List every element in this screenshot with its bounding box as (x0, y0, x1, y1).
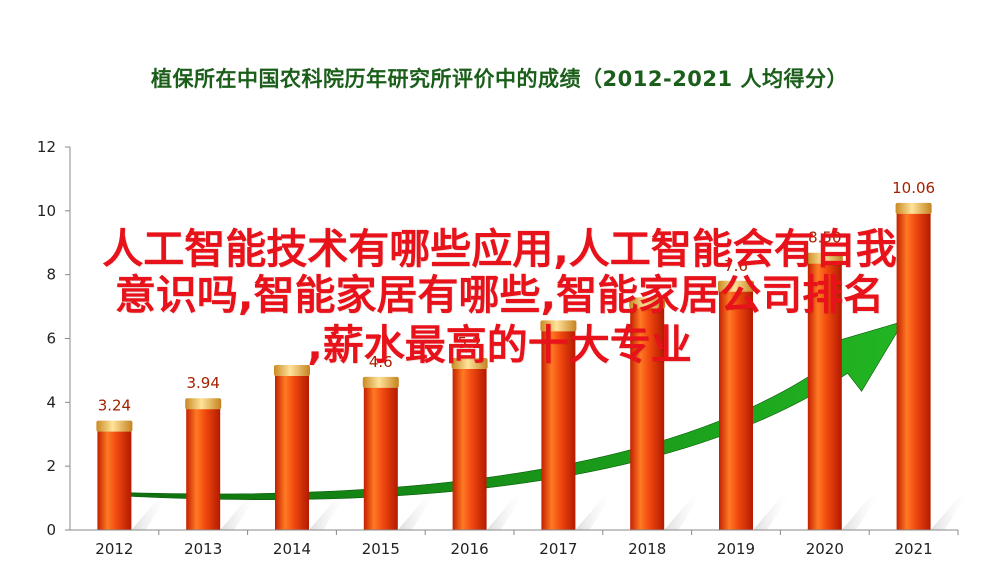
overlay-text-line-3: ,薪水最高的十大专业 (307, 321, 692, 369)
x-tick-label: 2012 (95, 540, 133, 558)
overlay-text-line-2: 意识吗,智能家居有哪些,智能家居公司排名 (114, 271, 885, 319)
bar-cap (274, 365, 310, 377)
x-tick-label: 2014 (273, 540, 311, 558)
x-tick-label: 2018 (628, 540, 666, 558)
bar-shadow (841, 490, 882, 530)
y-tick-label: 0 (46, 521, 56, 539)
bar-cap (895, 202, 932, 214)
bar-shadows (131, 490, 971, 530)
data-label: 5.2 (458, 334, 482, 352)
data-label: 4.6 (369, 353, 393, 371)
bar-2021 (896, 208, 931, 530)
bar-cap (806, 252, 843, 264)
bar-shadow (131, 490, 172, 530)
bar-2017 (541, 326, 576, 530)
bar-2015 (363, 382, 398, 530)
bar-shadow (930, 490, 971, 530)
trend-arrow (104, 320, 905, 500)
data-label: 10.06 (892, 179, 935, 197)
bar-cap (718, 280, 754, 292)
overlay-text-line-1: 人工智能技术有哪些应用,人工智能会有自我 (102, 225, 897, 273)
y-ticks: 0 2 4 6 8 10 12 (37, 138, 70, 539)
y-tick-label: 12 (37, 138, 56, 156)
bar-shadow (664, 490, 705, 530)
bar-cap (362, 376, 399, 388)
bar-2019 (719, 286, 753, 530)
bar-2012 (97, 426, 132, 530)
x-tick-label: 2017 (539, 540, 577, 558)
y-tick-label: 10 (37, 202, 56, 220)
x-tick-label: 2016 (451, 540, 489, 558)
data-label: 3.24 (98, 397, 131, 415)
x-tick-label: 2019 (717, 540, 755, 558)
x-ticks: 2012 2013 2014 2015 2016 2017 2018 2019 2020 2021 (95, 530, 959, 558)
data-label: 3.94 (186, 374, 219, 392)
y-tick-label: 4 (46, 393, 56, 411)
y-tick-label: 8 (46, 266, 56, 284)
bar-2013 (186, 404, 221, 530)
chart-title: 植保所在中国农科院历年研究所评价中的成绩（2012-2021 人均得分） (151, 67, 848, 91)
data-labels: 3.24 3.94 4.6 5.2 7.6 8.50 10.06 (98, 179, 935, 415)
y-tick-label: 6 (46, 330, 56, 348)
bar-cap (540, 320, 577, 332)
bar-shadow (486, 490, 527, 530)
bar-shadow (220, 490, 261, 530)
bar-cap (629, 297, 666, 309)
data-label: 8.50 (808, 229, 841, 247)
trend-arrow-shape (104, 320, 905, 500)
x-tick-label: 2021 (895, 540, 933, 558)
bar-2020 (807, 258, 842, 530)
bar-2014 (275, 371, 309, 530)
bar-cap (451, 358, 488, 370)
bar-2016 (452, 364, 487, 530)
bar-shadow (397, 490, 438, 530)
x-tick-label: 2013 (184, 540, 222, 558)
data-label: 7.6 (724, 257, 748, 275)
x-tick-label: 2015 (362, 540, 400, 558)
bar-cap (96, 420, 133, 432)
bar-shadow (753, 490, 793, 530)
bar-shadow (575, 490, 616, 530)
bars (96, 202, 932, 530)
x-tick-label: 2020 (806, 540, 844, 558)
y-tick-label: 2 (46, 457, 56, 475)
bar-shadow (309, 490, 349, 530)
bar-2018 (630, 303, 665, 530)
bar-cap (185, 398, 222, 410)
